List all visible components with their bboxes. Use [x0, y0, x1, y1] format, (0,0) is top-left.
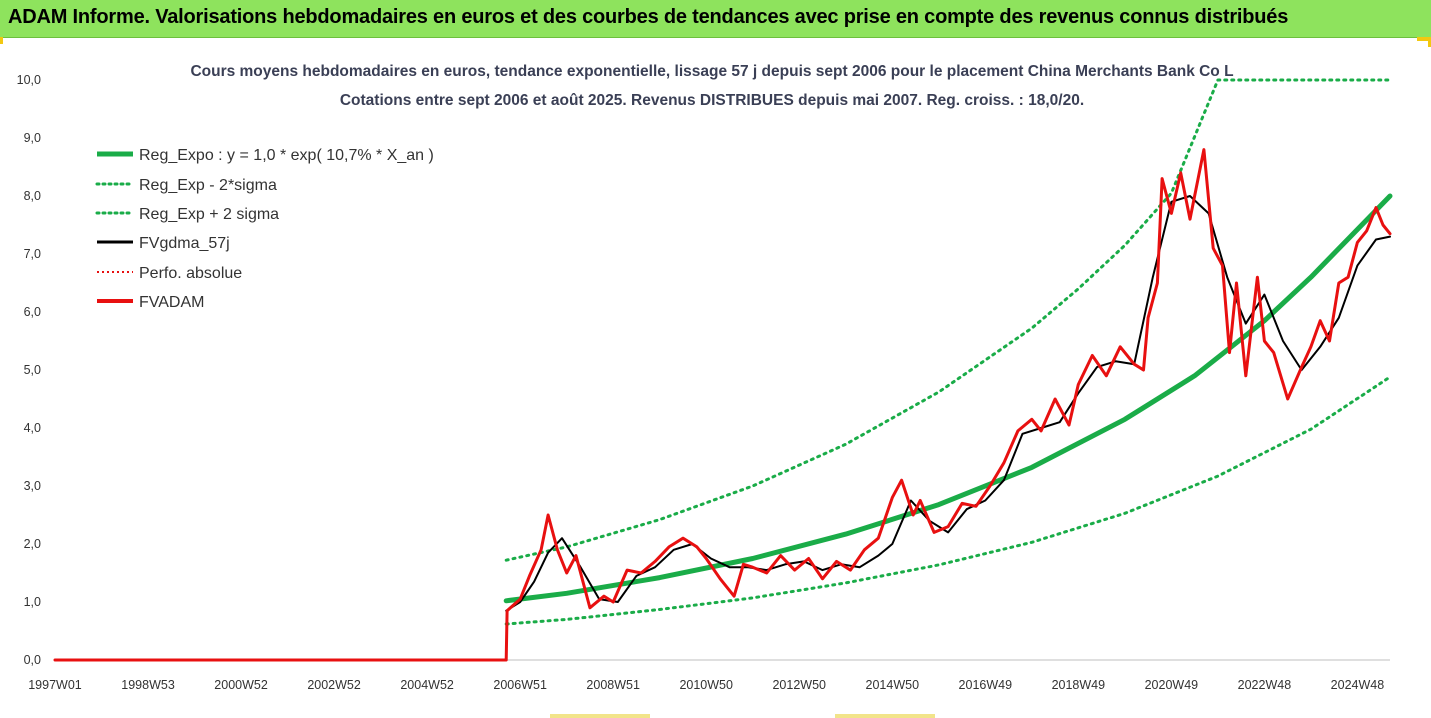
report-title: ADAM Informe. Valorisations hebdomadaire…: [8, 6, 1289, 28]
chart-title: Cours moyens hebdomadaires en euros, ten…: [190, 63, 1233, 80]
legend-item-reg-exp-plus: Reg_Exp + 2 sigma: [95, 206, 279, 223]
y-axis-ticks: 0,0 1,0 2,0 3,0 4,0 5,0 6,0 7,0 8,0 9,0 10,0: [17, 73, 41, 667]
bottom-tab-right: [835, 714, 935, 718]
series-line-reg-expo: [503, 193, 1393, 604]
x-tick-label: 2008W51: [586, 678, 640, 692]
chart-subtitle: Cotations entre sept 2006 et août 2025. …: [340, 92, 1084, 109]
legend: Reg_Expo : y = 1,0 * exp( 10,7% * X_an )…: [95, 147, 434, 311]
legend-label-reg-exp-plus: Reg_Exp + 2 sigma: [139, 206, 279, 223]
corner-mark-top-right: [1417, 37, 1431, 41]
y-tick-label: 4,0: [24, 421, 41, 435]
x-tick-label: 2022W48: [1238, 678, 1292, 692]
corner-mark-top-left: [0, 37, 3, 44]
y-tick-label: 9,0: [24, 131, 41, 145]
corner-mark-right: [1428, 37, 1431, 47]
series-line-fvgdma-57j: [505, 195, 1391, 612]
x-tick-label: 2000W52: [214, 678, 268, 692]
x-axis-ticks: 1997W01 1998W53 2000W52 2002W52 2004W52 2006W…: [28, 678, 1384, 692]
legend-item-fvgdma: FVgdma_57j: [97, 235, 230, 252]
series-line-reg-exp-plus-2sigma: [504, 78, 1392, 562]
legend-label-reg-exp-minus: Reg_Exp - 2*sigma: [139, 177, 277, 194]
x-tick-label: 2024W48: [1331, 678, 1385, 692]
legend-item-perfo: Perfo. absolue: [97, 265, 242, 282]
x-tick-label: 2010W50: [679, 678, 733, 692]
legend-label-fvgdma: FVgdma_57j: [139, 235, 230, 252]
x-tick-label: 2004W52: [400, 678, 454, 692]
x-tick-label: 1997W01: [28, 678, 82, 692]
y-tick-label: 5,0: [24, 363, 41, 377]
x-tick-label: 2012W50: [772, 678, 826, 692]
y-tick-label: 0,0: [24, 653, 41, 667]
x-tick-label: 1998W53: [121, 678, 175, 692]
legend-label-fvadam: FVADAM: [139, 294, 204, 311]
y-tick-label: 2,0: [24, 537, 41, 551]
x-tick-label: 2018W49: [1052, 678, 1106, 692]
legend-label-perfo: Perfo. absolue: [139, 265, 242, 282]
y-tick-label: 1,0: [24, 595, 41, 609]
y-tick-label: 8,0: [24, 189, 41, 203]
bottom-tab-left: [550, 714, 650, 718]
legend-item-fvadam: FVADAM: [97, 294, 204, 311]
legend-item-reg-exp-minus: Reg_Exp - 2*sigma: [95, 177, 277, 194]
x-tick-label: 2014W50: [866, 678, 920, 692]
x-tick-label: 2016W49: [959, 678, 1013, 692]
series-layer: [53, 78, 1393, 662]
y-tick-label: 10,0: [17, 73, 41, 87]
series-line-reg-exp-minus-2sigma: [504, 375, 1392, 626]
report-banner: ADAM Informe. Valorisations hebdomadaire…: [0, 0, 1431, 38]
y-tick-label: 6,0: [24, 305, 41, 319]
x-tick-label: 2020W49: [1145, 678, 1199, 692]
legend-item-reg-expo: Reg_Expo : y = 1,0 * exp( 10,7% * X_an ): [97, 147, 434, 164]
y-tick-label: 7,0: [24, 247, 41, 261]
x-tick-label: 2002W52: [307, 678, 361, 692]
y-tick-label: 3,0: [24, 479, 41, 493]
series-line-fvadam: [53, 148, 1392, 662]
x-tick-label: 2006W51: [493, 678, 547, 692]
chart-area: Cours moyens hebdomadaires en euros, ten…: [17, 63, 1393, 692]
legend-label-reg-expo: Reg_Expo : y = 1,0 * exp( 10,7% * X_an ): [139, 147, 434, 164]
